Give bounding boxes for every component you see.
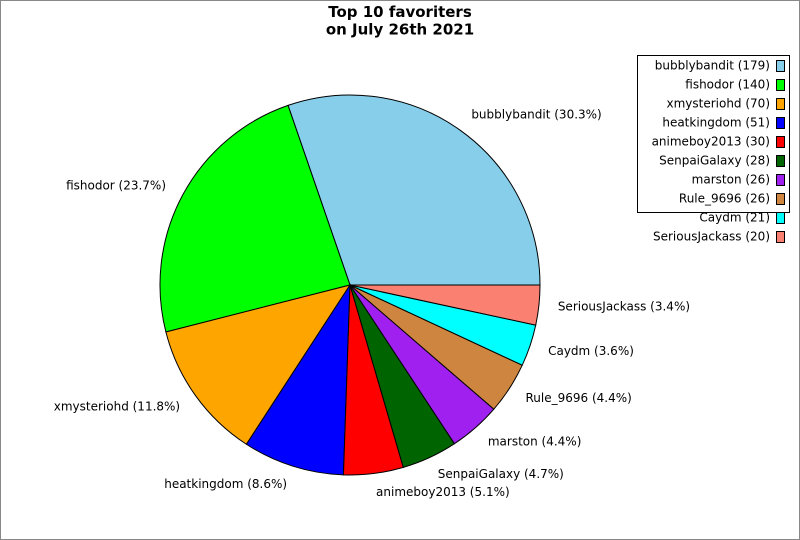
pie-slice — [165, 284, 352, 445]
legend-swatch — [776, 98, 785, 110]
legend-swatch — [776, 117, 785, 129]
legend-label: Rule_9696 (26) — [679, 192, 770, 206]
slice-label: heatkingdom (8.6%) — [164, 477, 287, 491]
legend-label: animeboy2013 (30) — [652, 135, 770, 149]
pie-slice — [245, 283, 351, 476]
legend-label: marston (26) — [692, 173, 770, 187]
slice-label: animeboy2013 (5.1%) — [376, 485, 510, 499]
slice-label: xmysteriohd (11.8%) — [54, 399, 180, 413]
pie-slice — [287, 94, 541, 286]
legend-swatch — [776, 231, 785, 243]
slice-label: SeriousJackass (3.4%) — [558, 300, 690, 314]
legend-box — [637, 55, 790, 213]
legend-swatch — [776, 60, 785, 72]
legend-swatch — [776, 155, 785, 167]
legend-label: SeriousJackass (20) — [653, 230, 770, 244]
slice-label: SenpaiGalaxy (4.7%) — [438, 467, 564, 481]
legend-label: fishodor (140) — [685, 78, 770, 92]
legend-swatch — [776, 193, 785, 205]
legend-label: SenpaiGalaxy (28) — [659, 154, 770, 168]
slice-label: Caydm (3.6%) — [548, 344, 634, 358]
legend-label: bubblybandit (179) — [655, 59, 770, 73]
chart-title: Top 10 favoriters on July 26th 2021 — [326, 3, 474, 38]
slice-label: fishodor (23.7%) — [66, 178, 166, 192]
slice-label: marston (4.4%) — [488, 435, 582, 449]
pie-slice — [349, 284, 541, 326]
legend-swatch — [776, 174, 785, 186]
legend-swatch — [776, 79, 785, 91]
legend-swatch — [776, 136, 785, 148]
slice-label: Rule_9696 (4.4%) — [525, 391, 631, 405]
legend-label: heatkingdom (51) — [662, 116, 770, 130]
slice-label: bubblybandit (30.3%) — [471, 107, 601, 121]
legend-label: Caydm (21) — [699, 211, 770, 225]
pie-slice — [159, 104, 351, 333]
legend-label: xmysteriohd (70) — [666, 97, 770, 111]
legend-swatch — [776, 212, 785, 224]
